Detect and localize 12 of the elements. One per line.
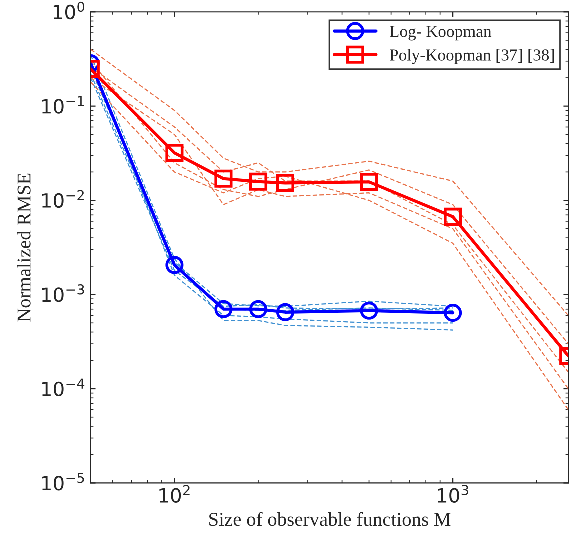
y-tick-label: 10$^{−4}$	[42, 378, 85, 397]
y-tick-label: 10$^{0}$	[54, 2, 85, 20]
x-tick-label: 10$^{2}$	[160, 485, 190, 503]
y-tick-label: 10$^{−3}$	[42, 284, 84, 302]
y-axis-title: Normalized RMSE	[17, 174, 31, 322]
legend-label: Poly-Koopman [37] [38]	[390, 49, 554, 64]
y-tick-label: 10$^{−2}$	[42, 190, 84, 208]
legend-label: Log- Koopman	[390, 26, 492, 41]
y-tick-label: 10$^{−1}$	[42, 96, 84, 114]
x-tick-label: 10$^{3}$	[438, 485, 468, 503]
y-tick-label: 10$^{−5}$	[42, 473, 84, 491]
x-axis-title: Size of observable functions M	[210, 512, 451, 526]
